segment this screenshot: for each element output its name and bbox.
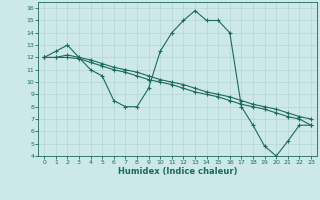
X-axis label: Humidex (Indice chaleur): Humidex (Indice chaleur) [118,167,237,176]
